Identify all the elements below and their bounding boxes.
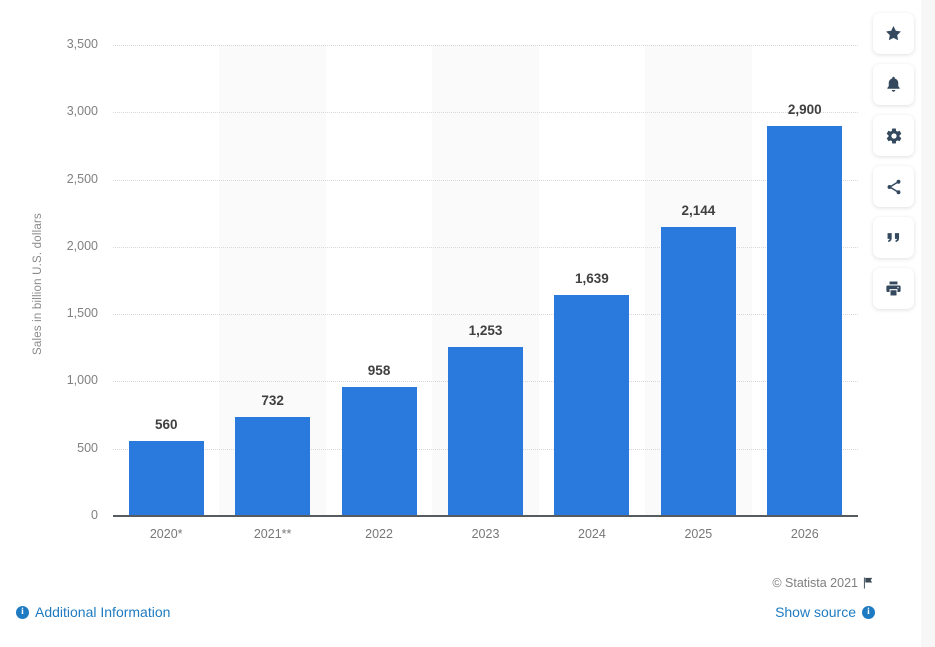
gridline	[113, 314, 858, 316]
chart-toolbar	[873, 13, 914, 309]
bar-value-label: 1,639	[575, 271, 609, 287]
y-axis-tick-label: 500	[77, 440, 98, 455]
x-axis-tick-label: 2025	[684, 527, 713, 541]
star-icon	[884, 24, 903, 43]
info-icon: i	[16, 605, 29, 619]
additional-information-label: Additional Information	[35, 604, 171, 620]
bar-value-label: 560	[154, 416, 178, 432]
gridline	[113, 45, 858, 46]
alert-button[interactable]	[873, 64, 914, 105]
y-axis-tick-label: 3,500	[66, 37, 98, 51]
printer-icon	[884, 279, 903, 298]
favorite-button[interactable]	[873, 13, 914, 54]
bar[interactable]	[660, 227, 736, 516]
share-button[interactable]	[873, 166, 914, 207]
y-axis-tick-label: 1,500	[66, 306, 98, 321]
x-axis-tick-label: 2026	[790, 527, 819, 541]
bar[interactable]	[235, 417, 311, 516]
x-axis-line	[113, 515, 858, 517]
x-axis-tick-label: 2021**	[253, 527, 292, 541]
y-axis-tick-label: 2,000	[66, 238, 98, 253]
plot-area	[113, 45, 858, 516]
copyright-text: © Statista 2021	[772, 576, 858, 590]
settings-button[interactable]	[873, 115, 914, 156]
bar[interactable]	[341, 387, 417, 516]
y-axis-title: Sales in billion U.S. dollars	[32, 213, 44, 355]
x-axis-tick-label: 2024	[578, 527, 606, 541]
bell-icon	[884, 75, 903, 94]
show-source-label: Show source	[775, 604, 856, 620]
flag-icon[interactable]	[861, 576, 875, 595]
additional-information-link[interactable]: i Additional Information	[16, 604, 170, 620]
gear-icon	[885, 127, 903, 145]
print-button[interactable]	[873, 268, 914, 309]
cite-button[interactable]	[873, 217, 914, 258]
y-axis-tick-label: 2,500	[66, 171, 98, 186]
bar[interactable]	[767, 125, 843, 516]
show-source-link[interactable]: Show source i	[775, 604, 875, 620]
bar-value-label: 2,900	[787, 101, 822, 117]
bar[interactable]	[448, 347, 523, 516]
bar-value-label: 1,253	[468, 323, 503, 339]
y-axis-tick-label: 1,000	[66, 373, 98, 388]
page-edge-strip	[921, 0, 935, 647]
share-icon	[885, 178, 903, 196]
info-icon: i	[862, 605, 875, 619]
y-axis-tick-label: 3,000	[66, 104, 98, 119]
gridline	[113, 179, 858, 181]
gridline	[113, 246, 858, 248]
gridline	[113, 112, 858, 114]
x-axis-tick-label: 2020*	[149, 527, 183, 541]
x-axis-tick-label: 2023	[471, 527, 500, 541]
bar-value-label: 958	[367, 363, 391, 379]
quote-icon	[884, 228, 903, 247]
bar-value-label: 2,144	[681, 203, 716, 219]
bar[interactable]	[128, 440, 204, 516]
bar[interactable]	[554, 295, 630, 516]
bar-chart: Sales in billion U.S. dollars 0 500 1,000 1…	[32, 37, 858, 541]
bar-value-label: 732	[261, 393, 284, 409]
y-axis-tick-label: 0	[91, 508, 98, 522]
x-axis-tick-label: 2022	[365, 527, 393, 541]
